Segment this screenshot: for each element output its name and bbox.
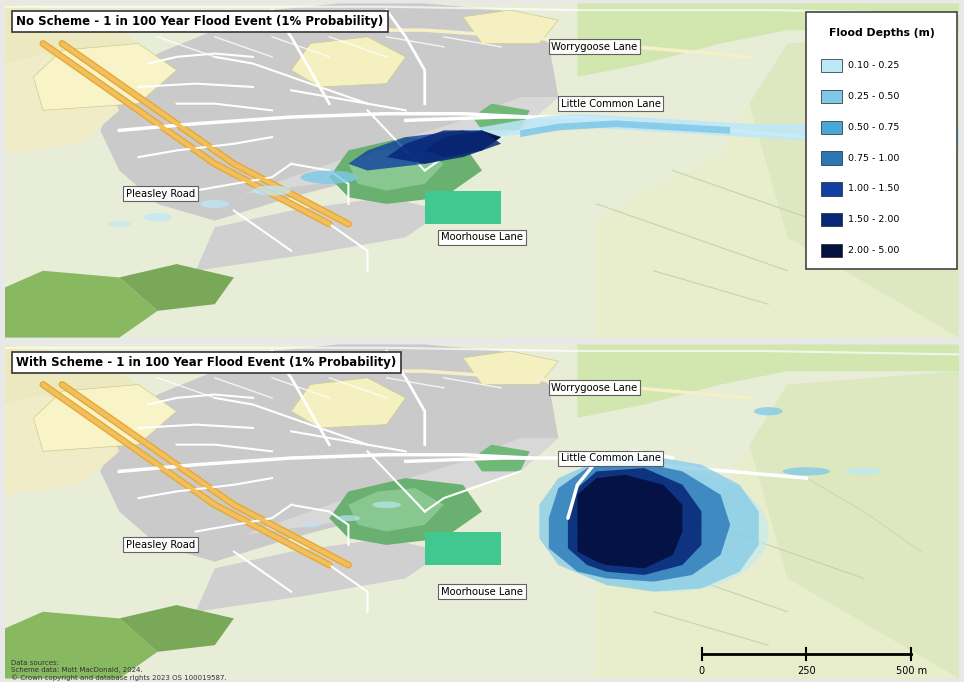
Polygon shape — [749, 30, 959, 338]
Polygon shape — [5, 394, 120, 495]
Text: Moorhouse Lane: Moorhouse Lane — [441, 587, 523, 597]
Polygon shape — [5, 271, 157, 338]
Polygon shape — [330, 137, 482, 204]
Text: Worrygoose Lane: Worrygoose Lane — [551, 383, 638, 393]
Polygon shape — [425, 130, 501, 157]
Ellipse shape — [825, 50, 864, 63]
FancyBboxPatch shape — [820, 243, 842, 257]
Polygon shape — [34, 44, 176, 110]
FancyBboxPatch shape — [820, 121, 842, 134]
Polygon shape — [243, 438, 558, 535]
Text: No Scheme - 1 in 100 Year Flood Event (1% Probability): No Scheme - 1 in 100 Year Flood Event (1… — [16, 15, 384, 28]
Polygon shape — [425, 190, 501, 224]
Polygon shape — [568, 468, 702, 575]
Ellipse shape — [107, 220, 131, 227]
Polygon shape — [348, 130, 501, 170]
Polygon shape — [348, 488, 443, 531]
Text: 1.00 - 1.50: 1.00 - 1.50 — [847, 184, 898, 194]
Text: 2.00 - 5.00: 2.00 - 5.00 — [847, 246, 898, 255]
Ellipse shape — [577, 471, 768, 592]
Polygon shape — [463, 10, 558, 44]
Polygon shape — [597, 445, 959, 679]
Polygon shape — [472, 445, 530, 471]
Polygon shape — [577, 475, 683, 568]
FancyBboxPatch shape — [820, 182, 842, 196]
Text: Worrygoose Lane: Worrygoose Lane — [551, 42, 638, 52]
Ellipse shape — [201, 200, 229, 208]
Ellipse shape — [301, 170, 358, 184]
Text: 0.75 - 1.00: 0.75 - 1.00 — [847, 153, 898, 162]
Text: 1.50 - 2.00: 1.50 - 2.00 — [847, 216, 898, 224]
Ellipse shape — [336, 515, 361, 521]
Polygon shape — [463, 114, 959, 147]
Ellipse shape — [301, 522, 320, 527]
Text: Little Common Lane: Little Common Lane — [561, 453, 661, 463]
FancyBboxPatch shape — [820, 213, 842, 226]
Text: Pleasley Road: Pleasley Road — [125, 189, 195, 199]
Ellipse shape — [883, 133, 921, 141]
Polygon shape — [5, 3, 139, 70]
Text: Flood Depths (m): Flood Depths (m) — [829, 29, 935, 38]
Text: 0.50 - 0.75: 0.50 - 0.75 — [847, 123, 898, 132]
Polygon shape — [5, 612, 157, 679]
Text: 0: 0 — [699, 666, 705, 677]
Polygon shape — [120, 264, 234, 311]
Polygon shape — [749, 371, 959, 679]
Polygon shape — [196, 197, 443, 271]
Polygon shape — [330, 478, 482, 545]
Polygon shape — [291, 37, 406, 87]
Polygon shape — [100, 3, 558, 220]
Polygon shape — [521, 120, 730, 137]
Ellipse shape — [253, 186, 291, 196]
Ellipse shape — [372, 501, 401, 508]
Polygon shape — [34, 385, 176, 451]
Ellipse shape — [844, 468, 883, 475]
Text: Moorhouse Lane: Moorhouse Lane — [441, 233, 523, 242]
Polygon shape — [5, 54, 120, 153]
Ellipse shape — [754, 407, 783, 415]
Polygon shape — [807, 44, 864, 63]
Polygon shape — [291, 378, 406, 428]
Polygon shape — [120, 605, 234, 652]
Polygon shape — [472, 104, 530, 130]
Polygon shape — [425, 531, 501, 565]
Ellipse shape — [144, 213, 172, 222]
Text: 250: 250 — [797, 666, 816, 677]
FancyBboxPatch shape — [820, 59, 842, 72]
Text: Little Common Lane: Little Common Lane — [561, 99, 661, 108]
FancyBboxPatch shape — [807, 12, 957, 269]
Polygon shape — [196, 538, 443, 612]
Polygon shape — [5, 344, 139, 411]
Text: With Scheme - 1 in 100 Year Flood Event (1% Probability): With Scheme - 1 in 100 Year Flood Event … — [16, 356, 396, 369]
Ellipse shape — [783, 467, 830, 475]
Polygon shape — [549, 462, 730, 582]
Polygon shape — [577, 344, 959, 418]
FancyBboxPatch shape — [820, 151, 842, 165]
Ellipse shape — [820, 129, 869, 138]
Polygon shape — [243, 97, 558, 194]
Polygon shape — [597, 104, 959, 338]
Polygon shape — [539, 455, 759, 592]
Polygon shape — [100, 344, 558, 562]
Text: Pleasley Road: Pleasley Road — [125, 540, 195, 550]
Text: 0.25 - 0.50: 0.25 - 0.50 — [847, 92, 898, 101]
Polygon shape — [348, 147, 443, 190]
FancyBboxPatch shape — [820, 90, 842, 103]
Polygon shape — [577, 3, 959, 77]
Polygon shape — [463, 351, 558, 385]
Text: Data sources:
Scheme data: Mott MacDonald, 2024.
© Crown copyright and database : Data sources: Scheme data: Mott MacDonal… — [11, 660, 229, 682]
Polygon shape — [387, 130, 501, 164]
Text: 500 m: 500 m — [896, 666, 927, 677]
Text: 0.10 - 0.25: 0.10 - 0.25 — [847, 61, 898, 70]
